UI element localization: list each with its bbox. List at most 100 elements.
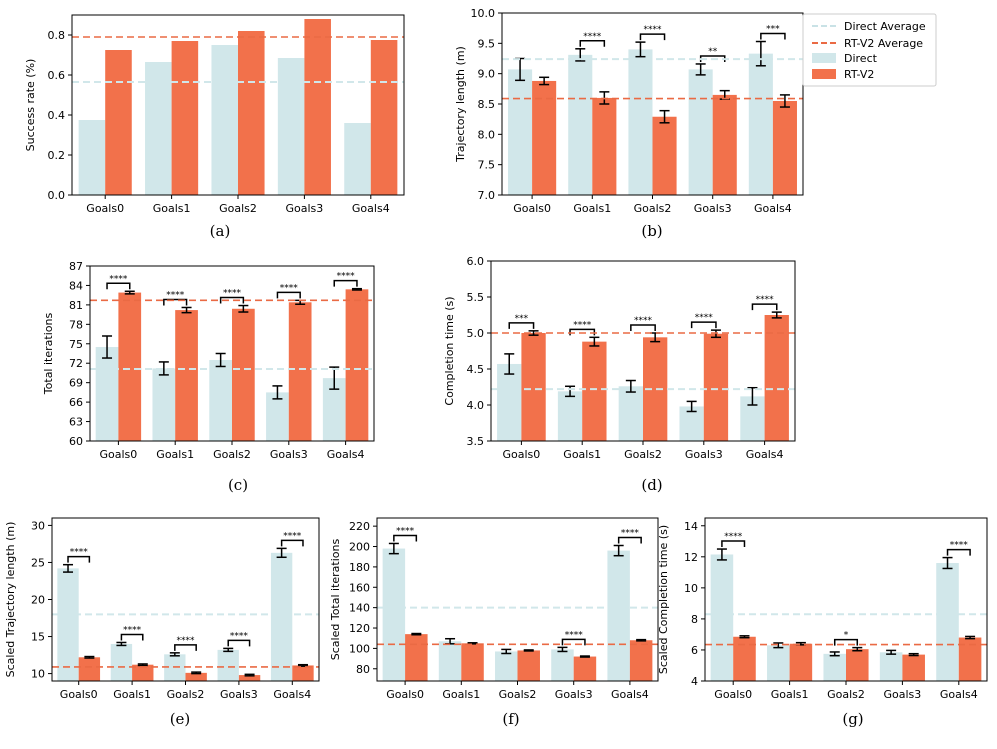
subfigure-caption-e: (e): [170, 710, 191, 728]
significance-goals0: ****: [721, 532, 746, 548]
y-tick-label: 7.0: [478, 189, 496, 202]
y-tick-label: 87: [69, 260, 83, 273]
y-tick-label: 12: [684, 551, 698, 564]
significance-label: ****: [950, 541, 969, 551]
significance-bracket: [639, 33, 666, 41]
significance-label: ****: [565, 630, 584, 640]
bar-direct-goals2: [211, 45, 238, 195]
bar-direct-goals2: [628, 49, 653, 196]
significance-bracket: [760, 32, 786, 40]
axes-frame: [71, 14, 405, 196]
significance-goals0: ***: [508, 314, 535, 329]
x-tick-label-goals4: Goals4: [611, 688, 649, 701]
x-tick-label-goals0: Goals0: [60, 688, 98, 701]
y-axis-label: Total iterations: [42, 313, 55, 396]
x-tick-label-goals4: Goals4: [327, 448, 365, 461]
bar-rtv2-goals3: [288, 302, 312, 441]
significance-label: ****: [283, 531, 302, 541]
significance-label: ****: [573, 320, 592, 330]
y-tick-label: 5.5: [467, 291, 485, 304]
significance-goals2: ****: [174, 636, 197, 651]
errorbar-rtv2-goals0: [411, 632, 422, 636]
significance-bracket: [833, 638, 859, 646]
significance-goals4: ****: [333, 272, 358, 287]
errorbar-rtv2-goals3: [244, 673, 255, 677]
errorbar-rtv2-goals0: [539, 76, 550, 86]
y-tick-label: 4: [691, 675, 698, 688]
bar-direct-goals2: [209, 359, 232, 441]
significance-goals0: ****: [393, 526, 418, 542]
legend-label-rtv2-average: RT-V2 Average: [844, 37, 923, 50]
chart-f: **** Goals0 Goals1 Goals2 **** Goals3 **** Goal…: [329, 517, 659, 728]
bar-rtv2-goals4: [958, 637, 982, 681]
y-tick-label: 4.0: [467, 399, 485, 412]
y-tick-label: 9.0: [478, 68, 496, 81]
bar-rtv2-goals2: [185, 672, 207, 681]
errorbar-rtv2-goals0: [124, 290, 135, 295]
bar-rtv2-goals4: [764, 315, 789, 441]
significance-goals1: ****: [120, 625, 144, 641]
bar-rtv2-goals4: [292, 665, 314, 681]
errorbar-rtv2-goals0: [739, 635, 750, 639]
y-tick-label: 4.5: [467, 363, 485, 376]
y-tick-label: 140: [349, 602, 370, 615]
chart-b: Goals0 **** Goals1 **** Goals2 ** Goals3 *** Goa…: [454, 7, 804, 240]
legend-label-rtv2: RT-V2: [844, 68, 874, 81]
errorbar-direct-goals3: [557, 646, 568, 653]
errorbar-rtv2-goals3: [908, 652, 919, 657]
bar-direct-goals3: [688, 69, 713, 195]
significance-bracket: [751, 303, 778, 311]
chart-c: **** Goals0 **** Goals1 **** Goals2 **** Goals3…: [42, 260, 375, 494]
bar-rtv2-goals4: [370, 40, 398, 195]
axes-frame: [704, 517, 988, 682]
errorbar-direct-goals0: [716, 548, 727, 561]
significance-label: *: [844, 631, 849, 641]
bar-direct-goals1: [557, 391, 583, 441]
significance-label: **: [708, 47, 718, 57]
chart-g: **** Goals0 Goals1 * Goals2 Goals3 **** Goals4 4…: [657, 517, 988, 728]
significance-goals3: ****: [561, 630, 586, 646]
significance-goals2: ****: [630, 316, 656, 331]
y-tick-label: 7.5: [478, 159, 496, 172]
significance-label: ***: [515, 314, 529, 324]
axes-frame: [501, 12, 804, 196]
errorbar-direct-goals0: [504, 353, 515, 375]
x-tick-label-goals2: Goals2: [213, 448, 251, 461]
y-tick-label: 0.8: [48, 29, 66, 42]
bar-rtv2-goals0: [532, 80, 557, 195]
bar-direct-goals3: [879, 652, 903, 681]
significance-goals2: ****: [639, 25, 666, 41]
significance-bracket: [630, 324, 656, 331]
bar-direct-goals1: [145, 62, 172, 195]
significance-label: ****: [644, 25, 663, 35]
y-tick-label: 180: [349, 561, 370, 574]
significance-bracket: [120, 633, 144, 641]
bar-direct-goals2: [823, 653, 846, 681]
significance-label: ****: [230, 631, 249, 641]
axes-frame: [490, 260, 796, 442]
x-tick-label-goals0: Goals0: [503, 448, 541, 461]
bar-direct-goals4: [270, 552, 293, 681]
y-tick-label: 5.0: [467, 327, 485, 340]
significance-bracket: [690, 321, 717, 329]
bar-direct-goals0: [78, 120, 106, 195]
errorbar-rtv2-goals1: [181, 306, 192, 314]
x-tick-label-goals2: Goals2: [827, 688, 865, 701]
legend-swatch-rtv2: [812, 69, 836, 79]
errorbar-rtv2-goals4: [351, 287, 362, 291]
significance-label: ****: [583, 32, 602, 42]
significance-goals0: ****: [67, 548, 91, 563]
bar-rtv2-goals2: [238, 31, 265, 195]
significance-label: ****: [177, 636, 196, 646]
significance-bracket: [333, 279, 358, 287]
x-tick-label-goals3: Goals3: [694, 202, 732, 215]
x-tick-label-goals4: Goals4: [746, 448, 784, 461]
subfigure-caption-f: (f): [502, 710, 519, 728]
y-axis-label: Trajectory length (m): [454, 46, 467, 163]
y-axis-label: Scaled Completion time (s): [657, 525, 670, 674]
significance-bracket: [280, 539, 304, 547]
errorbar-rtv2-goals4: [297, 663, 308, 667]
subfigure-caption-a: (a): [210, 222, 231, 240]
errorbar-rtv2-goals4: [965, 635, 976, 640]
y-tick-label: 6: [691, 644, 698, 657]
